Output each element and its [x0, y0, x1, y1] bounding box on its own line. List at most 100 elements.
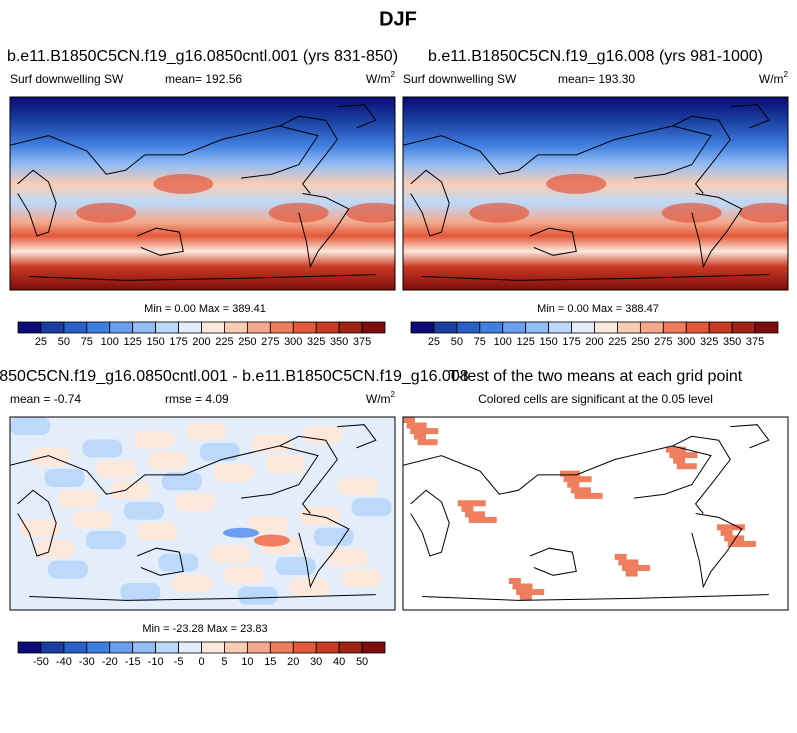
coastline: [672, 435, 731, 514]
map-blob: [268, 202, 329, 223]
colorbar-box: [525, 321, 550, 334]
map-frame: [9, 416, 396, 611]
map: [9, 96, 396, 291]
colorbar-box: [731, 321, 756, 334]
colorbar-box: [754, 321, 779, 334]
colorbar-label: 125: [517, 336, 535, 348]
map-blob: [161, 472, 202, 491]
map-blob: [199, 442, 240, 461]
coastline: [730, 104, 770, 129]
coastline: [529, 547, 577, 576]
map-blob: [58, 489, 99, 508]
coastline: [298, 193, 350, 269]
map-field: [403, 417, 788, 610]
colorbar-label: 225: [215, 336, 233, 348]
map-frame: [402, 96, 789, 291]
map-blob: [337, 477, 378, 496]
map-blob: [20, 519, 61, 538]
colorbar-label: 150: [146, 336, 164, 348]
map-blob: [96, 460, 137, 479]
map: [402, 96, 789, 291]
map-blob: [148, 451, 188, 470]
panel-left-label: Surf downwelling SW: [403, 72, 517, 86]
map-blob: [248, 515, 289, 534]
map-blob: [213, 463, 254, 482]
map-blob: [345, 202, 395, 223]
colorbar-box: [86, 641, 111, 654]
map-blob: [618, 559, 639, 566]
coastline: [730, 424, 770, 449]
panel-center-label: Colored cells are significant at the 0.0…: [478, 392, 713, 406]
min-max: Min = -23.28 Max = 23.83: [142, 623, 267, 635]
colorbar-label: 300: [284, 336, 302, 348]
map-blob: [251, 434, 292, 453]
colorbar-box: [224, 321, 248, 334]
map-content: [10, 97, 395, 290]
colorbar-box: [662, 321, 687, 334]
colorbar-label: -50: [33, 656, 49, 668]
colorbar-box: [109, 641, 134, 654]
colorbar-label: 375: [746, 336, 764, 348]
map-blob: [134, 430, 175, 449]
map-blob: [82, 439, 123, 458]
map-blob: [72, 510, 113, 529]
map-blob: [120, 583, 161, 602]
map-blob: [410, 428, 439, 435]
panel-title: b.e11.B1850C5CN.f19_g16.008 (yrs 981-100…: [428, 48, 763, 65]
coastline: [10, 125, 319, 179]
coastline: [410, 489, 450, 557]
colorbar-box: [40, 321, 65, 334]
colorbar-label: 250: [238, 336, 256, 348]
map-blob: [413, 433, 426, 440]
colorbar-box: [86, 321, 111, 334]
colorbar-box: [17, 321, 42, 334]
units-base: W/m: [366, 72, 391, 86]
colorbar-box: [269, 641, 294, 654]
coastline: [410, 169, 450, 237]
map-blob: [403, 417, 415, 423]
map-content: [10, 417, 395, 610]
coastline: [10, 445, 319, 499]
map-blob: [158, 553, 199, 572]
coastline: [17, 489, 57, 557]
panel-units: W/m2: [759, 70, 789, 86]
colorbar-box: [246, 641, 271, 654]
colorbar-box: [456, 321, 481, 334]
map-blob: [465, 511, 486, 518]
map-blob: [265, 455, 306, 474]
map-blob: [570, 487, 591, 494]
map-blob: [669, 452, 698, 459]
panel-title: b.e11.B1850C5CN.f19_g16.0850cntl.001 (yr…: [7, 48, 398, 65]
colorbar-box: [292, 641, 317, 654]
map-blob: [724, 535, 745, 542]
panel-left-label: Surf downwelling SW: [10, 72, 124, 86]
colorbar-box: [63, 321, 88, 334]
colorbar-label: 300: [677, 336, 695, 348]
coastline: [29, 274, 376, 281]
min-max: Min = 0.00 Max = 388.47: [537, 303, 659, 315]
colorbar-label: 75: [81, 336, 93, 348]
colorbar-label: 75: [474, 336, 486, 348]
colorbar-label: -20: [102, 656, 118, 668]
colorbar-label: 175: [562, 336, 580, 348]
colorbar-box: [109, 321, 134, 334]
map-field: [10, 97, 395, 290]
map-blob: [351, 498, 392, 517]
colorbar-box: [292, 321, 317, 334]
colorbar-label: 375: [353, 336, 371, 348]
map-blob: [512, 583, 533, 590]
coastline: [403, 445, 712, 499]
map-blob: [303, 425, 344, 444]
colorbar-label: -15: [125, 656, 141, 668]
map-blob: [559, 470, 580, 477]
colorbar-label: 50: [356, 656, 368, 668]
colorbar-box: [315, 321, 340, 334]
map-blob: [738, 202, 788, 223]
map-blob: [110, 481, 151, 500]
colorbar-box: [155, 321, 179, 334]
colorbar-box: [155, 641, 179, 654]
coastline: [337, 424, 377, 449]
colorbar-box: [178, 641, 202, 654]
map-blob: [253, 534, 290, 547]
coastline: [691, 193, 743, 269]
